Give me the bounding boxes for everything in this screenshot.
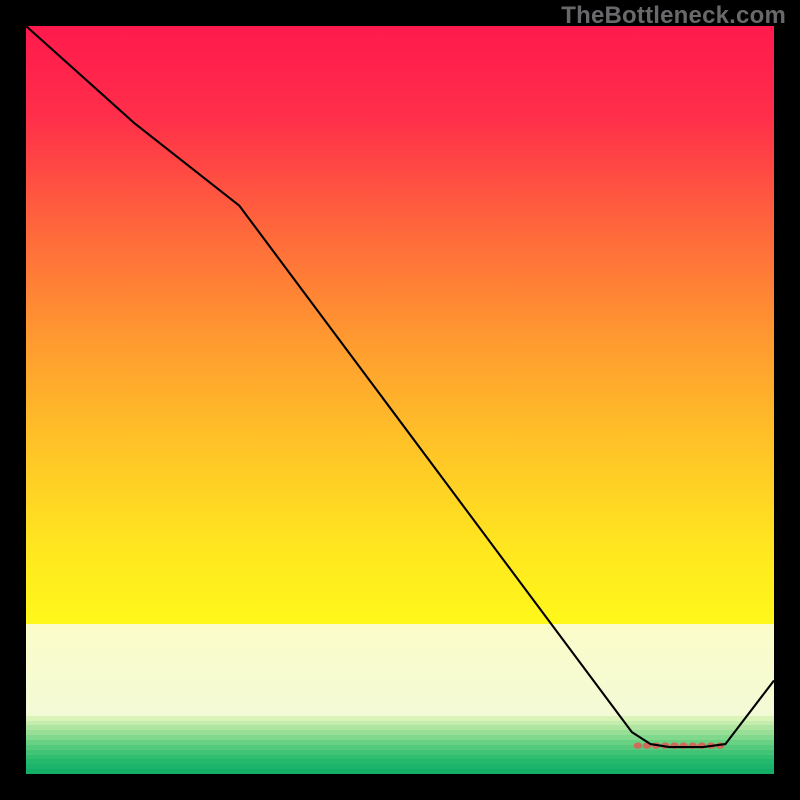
plot-area [26, 26, 774, 774]
bottleneck-curve [26, 26, 774, 747]
plot-frame [0, 774, 800, 800]
chart-svg [26, 26, 774, 774]
plot-frame [0, 0, 26, 800]
valley-bump [634, 742, 642, 748]
watermark-text: TheBottleneck.com [561, 2, 786, 30]
plot-frame [774, 0, 800, 800]
